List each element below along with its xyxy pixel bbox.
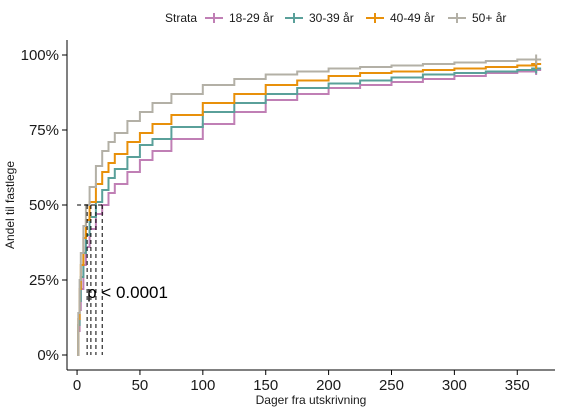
legend-entry-2: 40-49 år	[390, 11, 435, 25]
y-tick-label: 75%	[29, 122, 59, 139]
x-tick-label: 350	[505, 377, 530, 394]
axes: 0 50 100 150 200 250 300 350 0% 25% 50% 75% 100%	[21, 40, 555, 394]
y-axis-title: Andel til fastlege	[3, 161, 17, 249]
x-tick-label: 200	[316, 377, 341, 394]
x-tick-label: 300	[442, 377, 467, 394]
x-axis-title: Dager fra utskrivning	[256, 393, 367, 407]
legend-title: Strata	[165, 11, 197, 25]
p-value-annotation: p < 0.0001	[87, 283, 168, 302]
plot-area	[77, 54, 542, 356]
x-tick-label: 0	[73, 377, 81, 394]
x-tick-label: 50	[132, 377, 149, 394]
legend-entry-3: 50+ år	[472, 11, 506, 25]
series-line-0	[77, 70, 538, 356]
y-tick-label: 25%	[29, 272, 59, 289]
y-tick-label: 0%	[37, 347, 59, 364]
x-tick-label: 100	[190, 377, 215, 394]
x-tick-label: 150	[253, 377, 278, 394]
series-line-2	[77, 64, 538, 356]
x-tick-label: 250	[379, 377, 404, 394]
y-tick-label: 100%	[21, 47, 59, 64]
series-line-3	[77, 58, 537, 356]
legend-entry-1: 30-39 år	[309, 11, 354, 25]
legend-entry-0: 18-29 år	[229, 11, 274, 25]
y-tick-label: 50%	[29, 197, 59, 214]
legend: Strata 18-29 år 30-39 år 40-49 år 50+ år	[165, 11, 506, 25]
series-line-1	[77, 68, 538, 356]
